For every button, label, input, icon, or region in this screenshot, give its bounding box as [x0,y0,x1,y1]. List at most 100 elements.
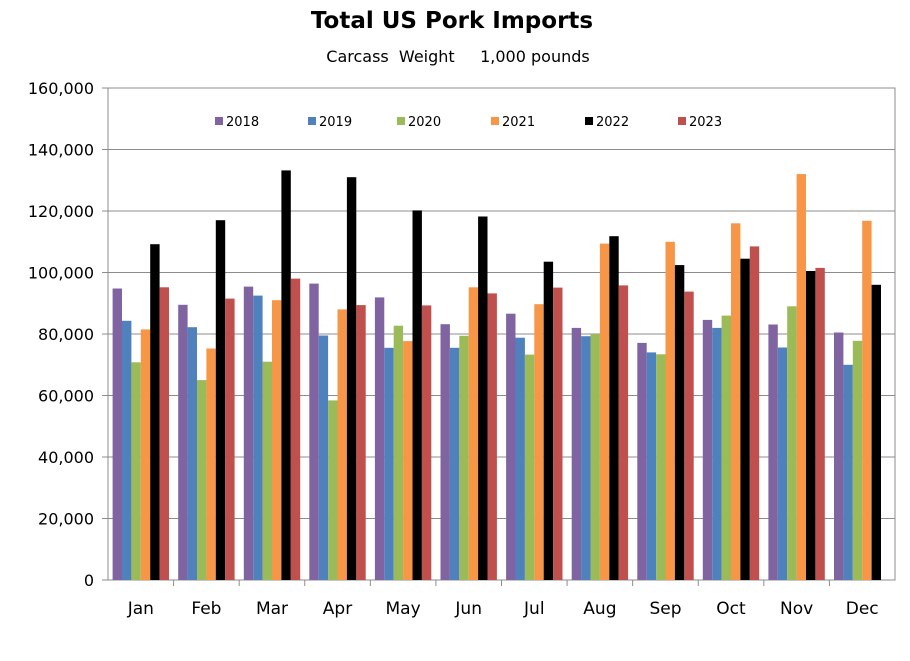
y-tick-label: 160,000 [28,79,94,98]
bar [684,291,694,580]
bar [346,177,357,580]
bar [656,354,666,580]
y-tick-label: 100,000 [28,264,94,283]
bar [215,220,226,580]
bar [768,324,778,580]
legend-swatch [215,117,223,125]
legend-swatch [678,117,686,125]
x-tick-label: Apr [323,599,352,619]
legend-swatch [308,117,316,125]
bar [318,335,329,580]
legend-label: 2022 [596,115,629,130]
bar [225,298,235,580]
bar [515,337,525,580]
bar [712,327,722,580]
x-tick-label: Aug [583,599,616,619]
bar [150,244,160,580]
bar [571,327,582,580]
bar [777,347,788,580]
bar [159,287,169,580]
bar [506,313,516,580]
bar [440,324,450,580]
bar [534,304,544,580]
y-tick-label: 0 [84,571,94,590]
x-tick-label: Mar [256,599,288,619]
x-tick-label: Oct [716,599,746,619]
legend-swatch [397,117,405,125]
legend-label: 2019 [319,115,352,130]
bar [618,285,629,580]
bar [468,287,479,580]
bar [674,265,685,580]
bar [131,362,141,580]
bar [374,297,385,580]
bar [721,315,731,580]
bar [262,361,272,580]
bar [459,335,469,580]
bar [478,216,488,580]
bar [843,364,853,581]
x-tick-label: Sep [649,599,681,619]
bar [834,332,844,580]
bar [543,261,554,580]
bar [328,400,338,580]
bar [740,258,750,580]
bar [581,336,591,580]
bar [599,243,610,580]
bar [197,380,207,580]
bar [637,342,647,580]
bar [140,329,151,580]
bar [852,340,863,580]
bar [337,309,347,580]
bar [524,354,535,580]
legend-label: 2023 [689,115,722,130]
x-tick-label: Jul [523,599,545,619]
chart-title: Total US Pork Imports [310,8,594,34]
x-tick-label: May [386,599,421,619]
bar [449,347,460,580]
bar [309,283,319,580]
bar [412,210,422,580]
bar [609,236,619,580]
bar [206,348,216,580]
bar [796,174,806,580]
bar [393,325,404,580]
bar [243,286,254,580]
bar [787,306,797,580]
legend-swatch [585,117,593,125]
x-tick-label: Jun [454,599,482,619]
y-tick-label: 60,000 [38,387,94,406]
legend-label: 2020 [408,115,441,130]
x-tick-label: Nov [780,599,813,619]
x-tick-label: Dec [846,599,879,619]
bar [356,305,366,580]
y-tick-label: 80,000 [38,325,94,344]
x-tick-label: Jan [127,599,154,619]
bar [122,320,132,580]
bar [702,319,713,580]
bar [281,170,291,580]
bar [112,288,122,580]
bar [665,241,675,581]
bar [487,293,497,580]
bar [553,287,563,580]
bar [272,300,282,580]
legend-label: 2018 [226,115,259,130]
bar [290,278,301,580]
bar [806,271,816,580]
bar [862,220,872,581]
y-tick-label: 120,000 [28,202,94,221]
y-tick-label: 20,000 [38,510,94,529]
bar [253,295,263,580]
bar [384,347,394,580]
bar [178,304,188,580]
legend-label: 2021 [502,115,535,130]
bar [749,246,760,580]
legend-swatch [491,117,499,125]
bar [871,284,881,580]
bar [403,341,413,580]
y-tick-label: 40,000 [38,448,94,467]
bar [815,267,825,580]
